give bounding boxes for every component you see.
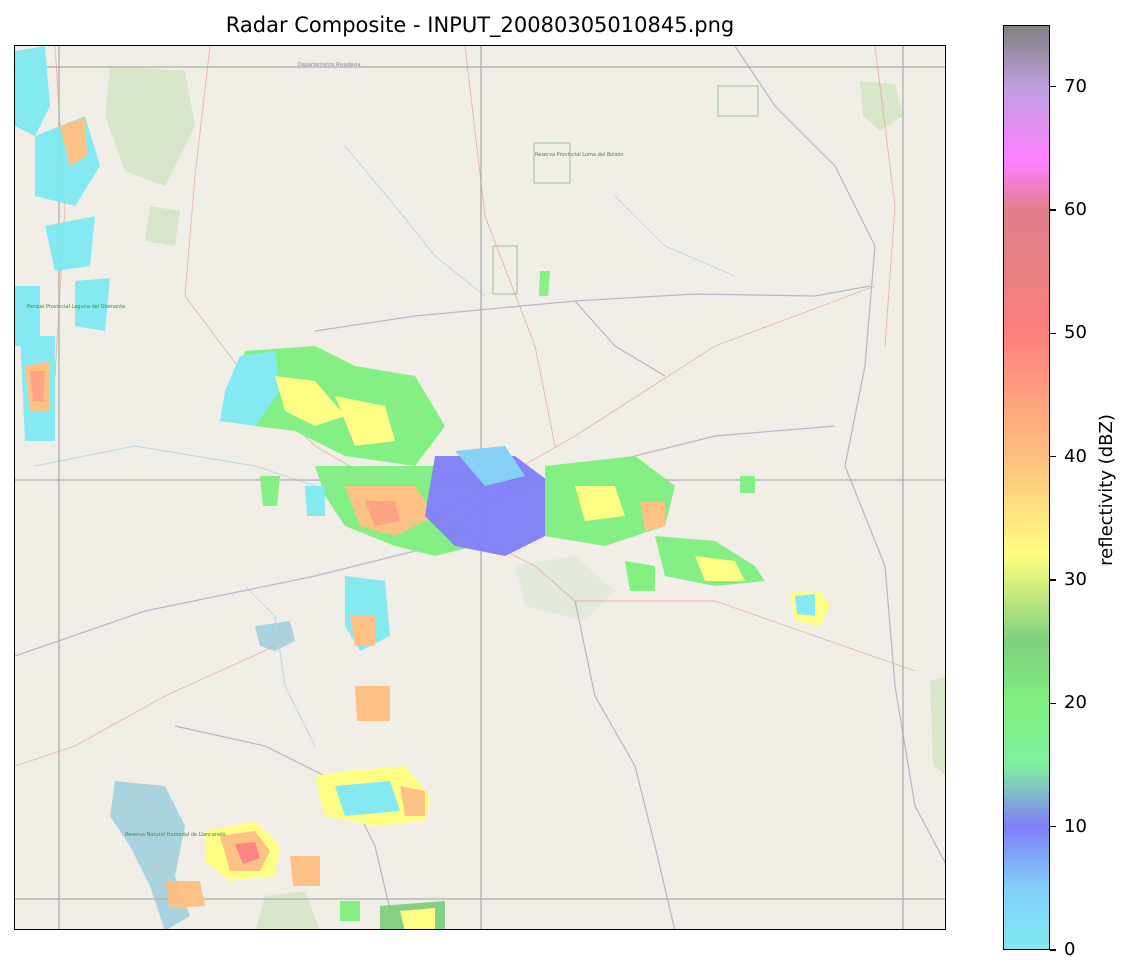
colorbar-tick-label: 20 [1064, 692, 1087, 714]
colorbar-tick-label: 40 [1064, 445, 1087, 467]
radar-echoes [15, 46, 830, 929]
label-loma-bolson: Reserva Provincial Loma del Bolsón [535, 151, 624, 158]
terrain-layer [105, 66, 945, 929]
label-rivadavia: Departamento Rivadavia [298, 62, 361, 68]
radar-map[interactable]: Departamento Rivadavia Parque Provincial… [14, 45, 946, 930]
basemap: Departamento Rivadavia Parque Provincial… [15, 46, 945, 929]
echo-central-cluster [220, 346, 765, 591]
label-laguna-diamante: Parque Provincial Laguna del Diamante [27, 304, 125, 310]
water-layer [110, 621, 295, 929]
colorbar-tick-label: 0 [1064, 939, 1076, 960]
protected-areas [492, 85, 759, 295]
map-title: Radar Composite - INPUT_20080305010845.p… [225, 13, 735, 37]
colorbar-tick [1050, 702, 1056, 705]
colorbar [1003, 25, 1050, 950]
echo-west-edge [15, 46, 110, 441]
basemap-labels: Departamento Rivadavia Parque Provincial… [27, 62, 624, 838]
colorbar-tick-label: 30 [1064, 569, 1087, 590]
echo-east [539, 271, 830, 626]
colorbar-tick-label: 10 [1064, 815, 1087, 837]
colorbar-tick [1050, 825, 1056, 828]
colorbar-tick-label: 70 [1064, 75, 1087, 97]
colorbar-tick [1050, 455, 1056, 458]
colorbar-tick [1050, 332, 1056, 335]
colorbar-tick-label: 60 [1064, 199, 1087, 220]
colorbar-tick-label: 50 [1064, 322, 1087, 344]
colorbar-tick [1050, 85, 1056, 88]
colorbar-tick [1050, 949, 1056, 951]
colorbar-tick [1050, 579, 1056, 581]
colorbar-tick [1050, 209, 1056, 211]
colorbar-label: reflectivity (dBZ) [1096, 414, 1117, 566]
echo-southwest [165, 576, 445, 929]
label-llancanelo: Reserva Natural Humedal de Llancanelo [125, 832, 226, 838]
